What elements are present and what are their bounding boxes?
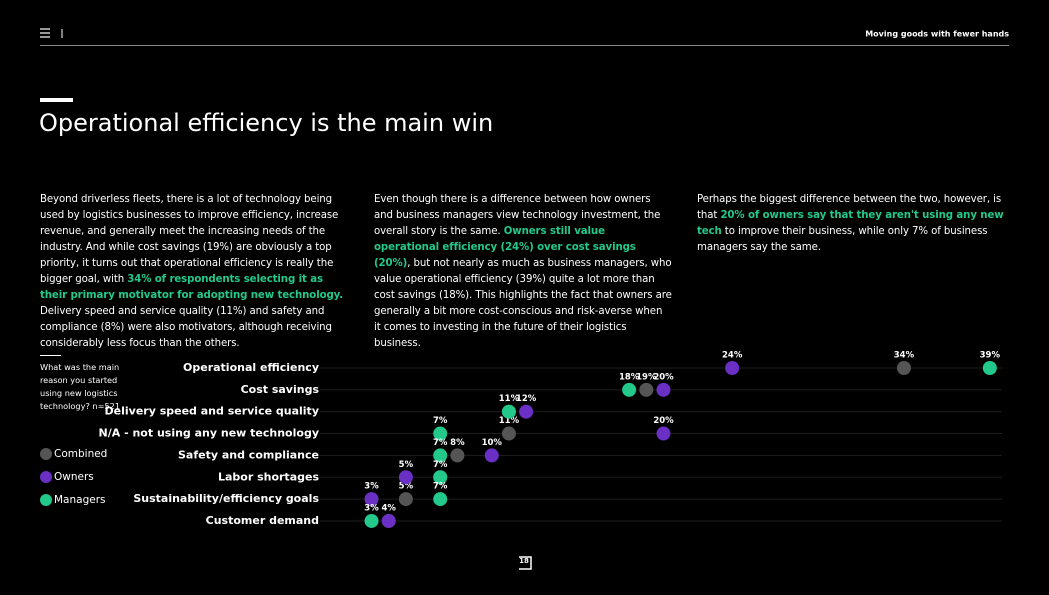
value-label: 7% [433, 416, 448, 426]
body-text: Delivery speed and service quality (11%)… [40, 306, 332, 349]
value-label: 11% [499, 394, 520, 404]
highlight-text: Owners still value operational efficienc… [374, 226, 636, 269]
value-label: 20% [653, 416, 674, 426]
category-label: Customer demand [206, 514, 319, 527]
dot [656, 426, 671, 441]
highlight-text: 20% of owners say that they aren't using… [697, 210, 1004, 237]
dot [364, 492, 379, 507]
page-title: Operational efficiency is the main win [39, 109, 493, 137]
dot [484, 448, 499, 463]
chart-note: What was the main reason you started usi… [40, 362, 121, 411]
body-text: , but not nearly as much as business man… [374, 258, 672, 349]
dot [433, 492, 448, 507]
page-number: 18 [519, 557, 529, 565]
value-label: 5% [399, 460, 414, 470]
dot [381, 513, 396, 528]
body-text: to improve their business, while only 7%… [697, 226, 988, 253]
category-label: Sustainability/efficiency goals [133, 492, 319, 505]
page-icon [519, 556, 532, 570]
value-label: 11% [499, 416, 520, 426]
value-label: 3% [364, 503, 379, 513]
column-2: Even though there is a difference betwee… [374, 192, 672, 352]
dot [501, 404, 516, 419]
legend-label: Owners [54, 471, 94, 483]
category-label: Cost savings [241, 383, 320, 396]
section-title: Moving goods with fewer hands [865, 30, 1009, 39]
column-3: Perhaps the biggest difference between t… [697, 192, 1005, 256]
legend-label: Managers [54, 494, 106, 506]
chart: Operational efficiency Cost savings Delive… [40, 351, 1002, 528]
dot [622, 382, 637, 397]
category-label: Labor shortages [218, 470, 319, 483]
body-text: Even though there is a difference betwee… [374, 194, 661, 237]
category-label: Delivery speed and service quality [105, 405, 319, 418]
category-label: Safety and compliance [178, 448, 319, 461]
legend-label: Combined [54, 448, 107, 460]
dot [725, 361, 740, 375]
body-text: Beyond driverless fleets, there is a lot… [40, 194, 339, 285]
title-bar [40, 98, 73, 102]
legend-swatch [40, 494, 52, 506]
dot [433, 426, 448, 441]
dot [982, 361, 997, 375]
highlight-text: 34% of respondents selecting it as their… [40, 274, 344, 301]
dot [433, 470, 448, 485]
dot [364, 513, 379, 528]
value-label: 8% [450, 438, 465, 448]
dot [519, 404, 534, 419]
value-label: 4% [381, 503, 396, 513]
dot [501, 426, 516, 441]
value-label: 5% [399, 482, 414, 492]
value-label: 7% [433, 482, 448, 492]
value-label: 34% [894, 351, 915, 361]
dot [639, 382, 654, 397]
menu-icon[interactable] [40, 28, 50, 38]
value-label: 7% [433, 438, 448, 448]
column-1: Beyond driverless fleets, there is a lot… [40, 192, 352, 352]
body-text: Perhaps the biggest difference between t… [697, 194, 1002, 221]
dot [450, 448, 465, 463]
value-label: 19% [636, 372, 657, 382]
dot [656, 382, 671, 397]
value-label: 7% [433, 460, 448, 470]
legend-swatch [40, 448, 52, 460]
dot [433, 448, 448, 463]
value-label: 24% [722, 351, 743, 361]
legend-swatch [40, 471, 52, 483]
dot [398, 492, 413, 507]
value-label: 20% [653, 372, 674, 382]
value-label: 39% [980, 351, 1001, 361]
dot [896, 361, 911, 375]
value-label: 10% [482, 438, 503, 448]
value-label: 3% [364, 482, 379, 492]
value-label: 12% [516, 394, 537, 404]
category-label: Operational efficiency [183, 361, 319, 374]
dot [398, 470, 413, 485]
value-label: 18% [619, 372, 640, 382]
category-label: N/A - not using any new technology [99, 427, 320, 440]
